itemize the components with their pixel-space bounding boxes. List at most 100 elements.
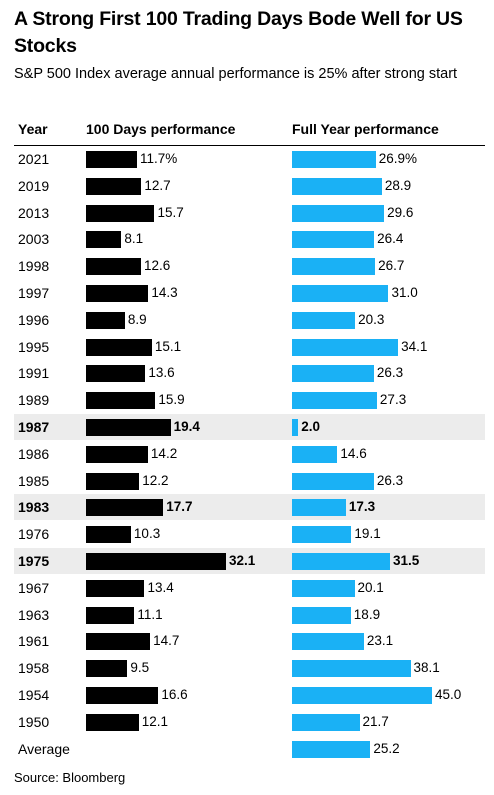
bar-100-days [86,445,148,463]
value-label-full-year: 20.1 [357,579,384,595]
bar-full-year [292,392,377,410]
value-label-100-days: 15.1 [154,338,182,354]
value-label-100-days: 14.3 [151,285,178,300]
bar-100-days [86,231,122,249]
value-label-full-year: 17.3 [348,499,376,515]
bar-100-days [86,472,140,490]
value-label-full-year: 45.0 [435,687,462,702]
bar-100-days [86,579,145,597]
average-label: Average [18,740,70,757]
value-label-full-year: 31.0 [391,285,418,300]
value-label-100-days: 12.1 [141,713,169,729]
year-label: 1997 [18,285,50,301]
bar-full-year [292,499,346,517]
bar-full-year [292,713,360,731]
chart-subtitle: S&P 500 Index average annual performance… [14,66,458,82]
header-rule [14,145,485,146]
value-label-100-days: 13.4 [147,579,174,595]
bar-full-year [292,204,385,222]
table-row: 1995 15.1 34.1 [14,334,485,360]
value-label-100-days: 8.9 [127,311,147,327]
year-label: 1958 [18,660,50,677]
value-label-100-days: 8.1 [124,231,144,247]
table-row: 1986 14.2 14.6 [14,441,485,467]
year-label: 1963 [18,606,50,623]
average-row: Average 25.2 [14,736,485,762]
bar-full-year [292,526,352,544]
value-label-full-year: 29.6 [387,204,414,220]
chart-title: A Strong First 100 Trading Days Bode Wel… [14,8,463,57]
table-row: 2013 15.7 29.6 [14,200,485,226]
bar-full-year [292,419,299,436]
value-label-100-days: 13.6 [148,365,175,381]
value-label-100-days: 14.2 [150,445,178,461]
table-row: 1954 16.6 45.0 [14,682,485,708]
value-label-full-year: 20.3 [358,311,385,327]
bar-100-days [86,392,156,410]
year-label: 2021 [18,151,50,167]
value-label-100-days: 15.9 [158,392,185,408]
bar-100-days [86,633,151,651]
bar-100-days [86,687,159,704]
year-label: 1995 [18,338,50,355]
value-label-100-days: 10.3 [133,526,161,542]
bar-full-year [292,472,374,490]
year-label: 1967 [18,579,50,596]
bar-full-year [292,606,351,624]
bar-100-days [86,713,139,731]
table-row: 1963 11.1 18.9 [14,602,485,628]
value-label-full-year: 26.9% [378,151,417,166]
value-label-full-year: 26.3 [376,365,404,381]
value-label-100-days: 32.1 [229,553,256,568]
value-label-full-year: 26.3 [376,472,404,488]
value-label-full-year: 18.9 [353,606,381,622]
table-row: 1975 32.1 31.5 [14,548,485,574]
column-header-full-year: Full Year performance [292,121,439,137]
table-row: 1967 13.4 20.1 [14,575,485,601]
value-label-full-year: 27.3 [379,392,407,408]
bar-100-days [86,660,128,678]
value-label-100-days: 16.6 [161,687,188,702]
value-label-100-days: 12.7 [144,177,171,193]
year-label: 1961 [18,633,50,650]
bar-full-year [292,177,382,195]
bar-full-year [292,311,356,329]
table-row: 2019 12.7 28.9 [14,173,485,199]
bar-100-days [86,365,146,383]
value-label-100-days: 19.4 [173,419,200,434]
value-label-100-days: 12.2 [142,472,169,488]
bar-full-year [292,365,374,383]
table-row: 1976 10.3 19.1 [14,521,485,547]
year-label: 2003 [18,231,50,248]
table-row: 1985 12.2 26.3 [14,468,485,494]
value-label-full-year: 26.7 [378,258,405,274]
year-label: 1989 [18,392,50,409]
value-label-100-days: 9.5 [130,660,150,676]
value-label-100-days: 12.6 [143,258,171,274]
bar-full-year [292,285,389,302]
table-row: 1987 19.4 2.0 [14,414,485,440]
value-label-full-year: 34.1 [401,338,428,354]
table-row: 1961 14.7 23.1 [14,628,485,654]
value-label-full-year: 31.5 [393,553,420,568]
year-label: 1950 [18,713,50,730]
value-label-100-days: 11.1 [137,606,163,622]
bar-100-days [86,151,138,168]
year-label: 1975 [18,553,50,569]
table-row: 1991 13.6 26.3 [14,360,485,386]
year-label: 1985 [18,472,50,489]
value-label-full-year: 2.0 [301,419,320,434]
bar-100-days [86,338,152,356]
bar-100-days [86,553,226,570]
year-label: 1991 [18,365,50,382]
bar-full-year [292,151,376,168]
table-row: 1998 12.6 26.7 [14,253,485,279]
column-header-year: Year [18,121,48,137]
bar-100-days [86,285,149,302]
value-label-full-year: 28.9 [384,177,412,193]
year-label: 1998 [18,258,50,275]
year-label: 1954 [18,687,50,703]
bar-100-days [86,606,135,624]
value-label-full-year: 21.7 [362,713,389,729]
year-label: 1987 [18,419,50,435]
